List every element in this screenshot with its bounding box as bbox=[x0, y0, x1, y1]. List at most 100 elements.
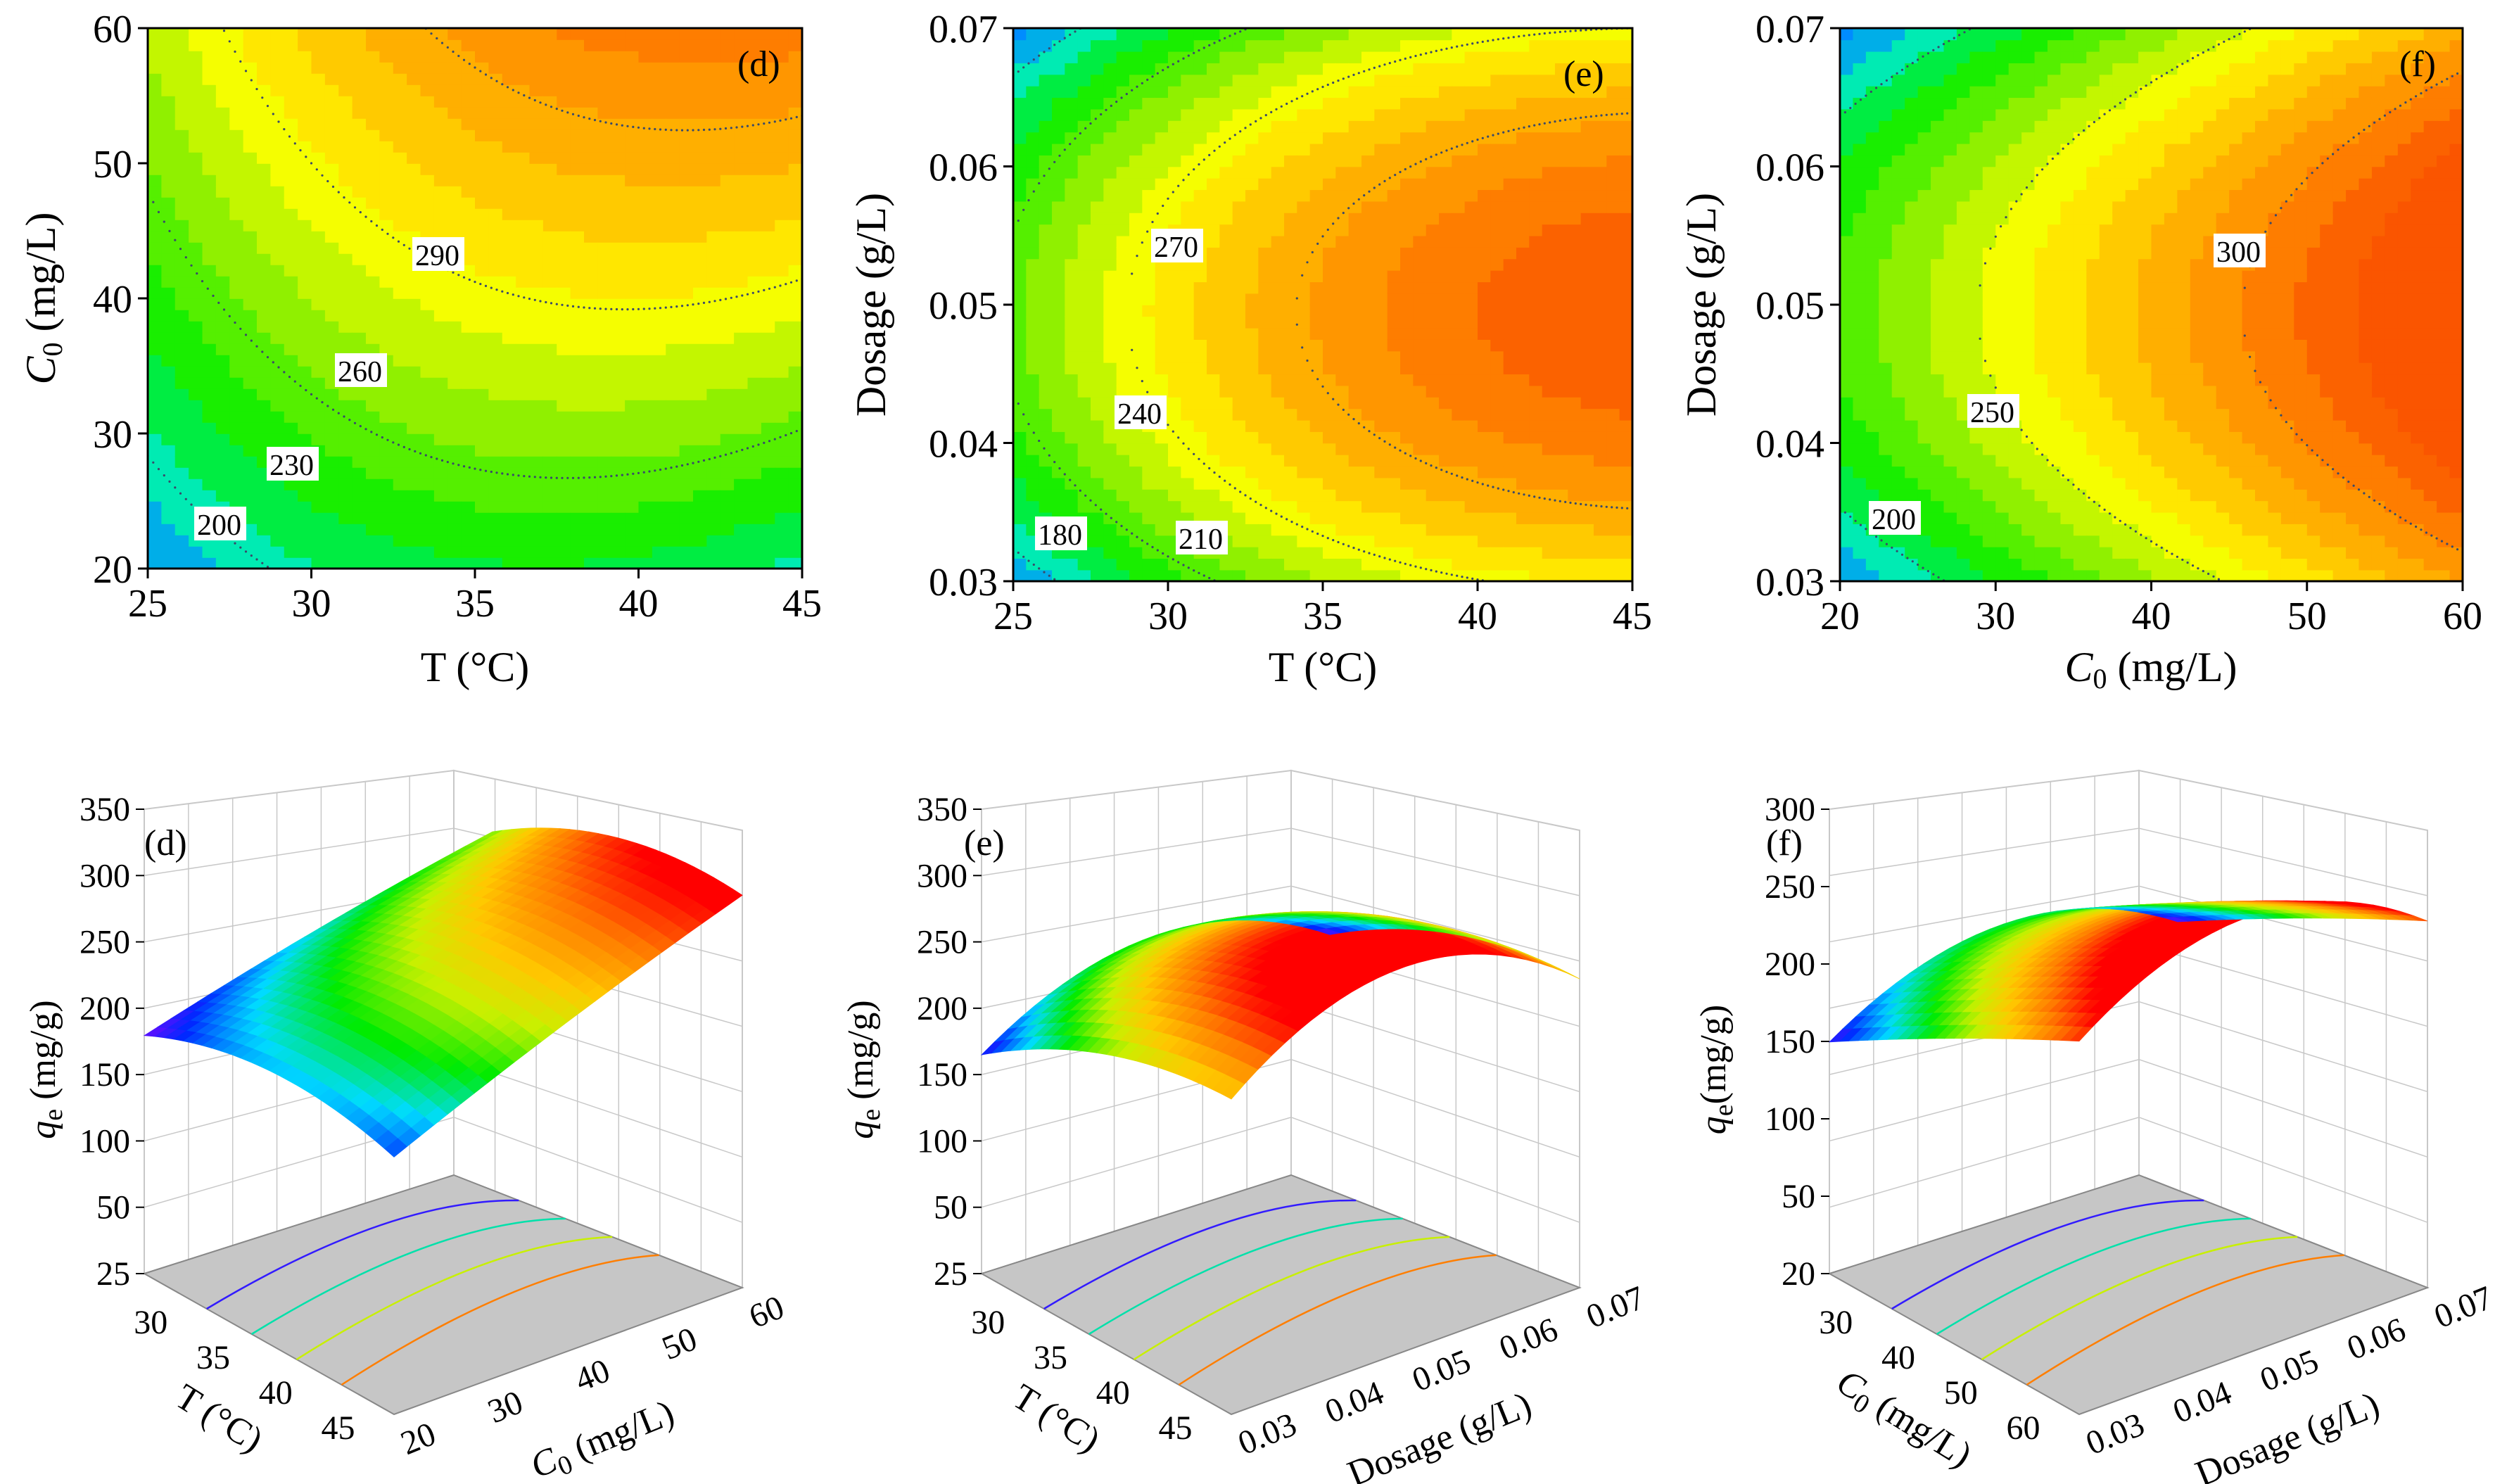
field-cell bbox=[1619, 327, 1632, 340]
field-cell bbox=[570, 186, 585, 198]
contour-line-point bbox=[664, 306, 667, 309]
field-cell bbox=[338, 107, 353, 119]
field-cell bbox=[1026, 120, 1040, 133]
field-cell bbox=[407, 197, 421, 209]
contour-line-point bbox=[746, 447, 749, 450]
field-cell bbox=[502, 242, 516, 254]
field-cell bbox=[1013, 201, 1027, 213]
contour-line-point bbox=[555, 108, 558, 110]
contour-label-text: 260 bbox=[338, 356, 382, 388]
contour-line-point bbox=[1032, 563, 1035, 566]
field-cell bbox=[775, 265, 789, 277]
field-cell bbox=[516, 129, 531, 141]
field-cell bbox=[679, 298, 694, 310]
field-cell bbox=[202, 467, 217, 479]
field-cell bbox=[1039, 454, 1053, 467]
field-cell bbox=[1413, 224, 1427, 236]
field-cell bbox=[1452, 143, 1466, 156]
field-cell bbox=[488, 310, 503, 322]
field-cell bbox=[706, 129, 721, 141]
field-cell bbox=[1207, 408, 1221, 421]
field-cell bbox=[488, 546, 503, 558]
contour-line-point bbox=[184, 497, 187, 500]
contour-line-point bbox=[795, 430, 798, 433]
field-cell bbox=[761, 535, 776, 547]
field-cell bbox=[706, 265, 721, 277]
field-cell bbox=[1116, 362, 1130, 375]
field-cell bbox=[542, 265, 558, 277]
field-cell bbox=[693, 231, 708, 243]
field-cell bbox=[775, 84, 789, 96]
field-cell bbox=[1619, 293, 1632, 305]
field-cell bbox=[1258, 443, 1272, 455]
field-cell bbox=[584, 490, 599, 502]
field-cell bbox=[1374, 305, 1388, 317]
field-cell bbox=[366, 512, 381, 524]
field-cell bbox=[720, 422, 735, 434]
field-cell bbox=[542, 400, 558, 412]
field-cell bbox=[189, 298, 203, 310]
field-cell bbox=[775, 445, 789, 457]
field-cell bbox=[1503, 258, 1517, 271]
field-cell bbox=[1400, 524, 1414, 536]
field-cell bbox=[1026, 305, 1040, 317]
x-tick-label: 25 bbox=[128, 582, 167, 626]
field-cell bbox=[1413, 97, 1427, 110]
field-cell bbox=[243, 163, 258, 175]
field-cell bbox=[1580, 177, 1594, 191]
field-cell bbox=[720, 524, 735, 535]
field-cell bbox=[148, 118, 163, 130]
field-cell bbox=[1516, 177, 1530, 191]
field-cell bbox=[529, 197, 544, 209]
field-cell bbox=[1400, 143, 1414, 156]
field-cell bbox=[1013, 419, 1027, 432]
field-cell bbox=[1052, 189, 1066, 202]
field-cell bbox=[502, 118, 516, 130]
field-cell bbox=[1207, 120, 1221, 133]
field-cell bbox=[679, 73, 694, 85]
field-cell bbox=[1452, 235, 1466, 248]
field-cell bbox=[1464, 466, 1478, 478]
field-cell bbox=[1052, 293, 1066, 305]
field-cell bbox=[1245, 431, 1259, 444]
field-cell bbox=[1580, 500, 1594, 513]
field-cell bbox=[788, 445, 802, 457]
field-cell bbox=[1155, 489, 1169, 502]
field-cell bbox=[461, 478, 476, 490]
field-cell bbox=[270, 28, 285, 40]
field-cell bbox=[502, 546, 516, 558]
field-cell bbox=[1181, 213, 1195, 225]
field-cell bbox=[679, 524, 694, 535]
field-cell bbox=[1606, 189, 1620, 202]
field-cell bbox=[1309, 419, 1323, 432]
field-cell bbox=[1568, 74, 1582, 87]
field-cell bbox=[1568, 535, 1582, 547]
field-cell bbox=[775, 343, 789, 355]
field-cell bbox=[1490, 108, 1504, 121]
field-cell bbox=[148, 28, 163, 40]
field-cell bbox=[761, 152, 776, 164]
field-cell bbox=[1580, 535, 1594, 547]
field-cell bbox=[693, 129, 708, 141]
field-cell bbox=[611, 197, 626, 209]
field-cell bbox=[652, 546, 667, 558]
field-cell bbox=[338, 62, 353, 74]
field-cell bbox=[420, 445, 435, 457]
field-cell bbox=[1400, 247, 1414, 260]
field-cell bbox=[257, 512, 272, 524]
contour-line-point bbox=[680, 305, 684, 307]
contour-line-point bbox=[462, 276, 466, 279]
field-cell bbox=[189, 73, 203, 85]
contour-line-point bbox=[239, 546, 242, 549]
field-cell bbox=[475, 321, 490, 333]
field-cell bbox=[1052, 477, 1066, 490]
field-cell bbox=[1207, 235, 1221, 248]
field-cell bbox=[257, 62, 272, 74]
field-cell bbox=[1013, 39, 1027, 52]
field-cell bbox=[1309, 362, 1323, 375]
field-cell bbox=[1568, 466, 1582, 478]
field-cell bbox=[761, 220, 776, 232]
field-cell bbox=[1439, 97, 1453, 110]
field-cell bbox=[1374, 489, 1388, 502]
field-cell bbox=[1245, 201, 1259, 213]
